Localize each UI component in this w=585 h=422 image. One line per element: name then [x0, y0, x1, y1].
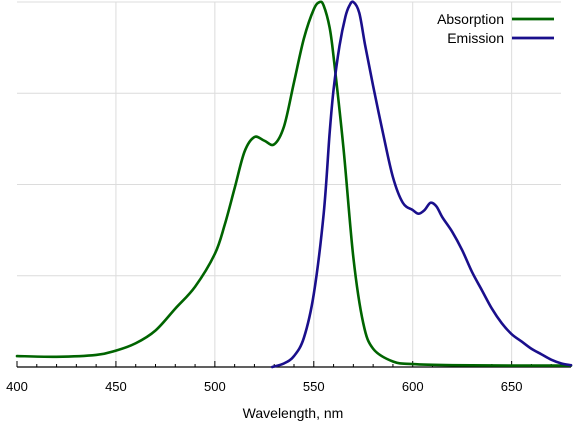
x-tick-label: 550 [303, 379, 325, 394]
legend-label-absorption: Absorption [437, 11, 504, 27]
x-tick-label: 600 [402, 379, 424, 394]
x-tick-label: 500 [204, 379, 226, 394]
series-line-absorption [15, 0, 573, 367]
series-lines [15, 0, 573, 369]
legend-label-emission: Emission [447, 30, 504, 46]
series-line-emission [270, 0, 573, 369]
gridlines [17, 1, 561, 367]
x-tick-label: 450 [105, 379, 127, 394]
x-axis-label: Wavelength, nm [243, 405, 344, 421]
x-tick-label: 400 [6, 379, 28, 394]
legend: Absorption Emission [437, 11, 554, 46]
x-tick-labels: 400 450 500 550 600 650 [6, 379, 522, 394]
x-tick-label: 650 [501, 379, 523, 394]
